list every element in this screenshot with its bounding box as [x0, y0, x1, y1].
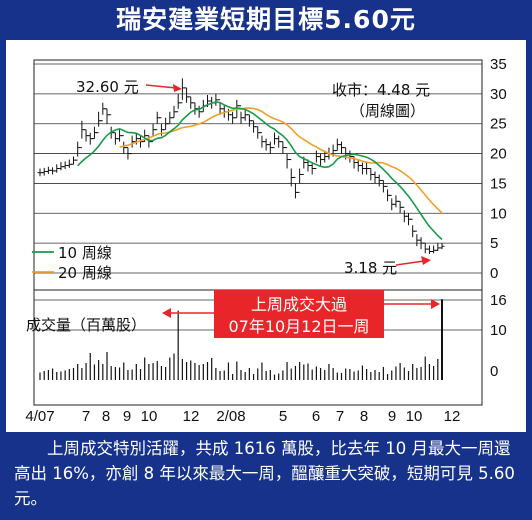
x-tick-label: 5	[279, 408, 287, 425]
price-tick-label: 10	[490, 205, 507, 222]
arrow-low	[395, 260, 425, 266]
volume-tick-label: 10	[490, 322, 507, 339]
callout-arrow-right-head	[431, 299, 440, 309]
arrow-high	[145, 84, 177, 89]
legend-label-ma20: 20 周線	[58, 264, 112, 282]
chart-caption: 上周成交特別活躍，共成 1616 萬股，比去年 10 月最大一周還高出 16%，…	[14, 439, 515, 508]
callout-box	[214, 290, 384, 338]
price-tick-label: 30	[490, 86, 507, 103]
price-tick-label: 35	[490, 56, 507, 73]
price-tick-label: 20	[490, 146, 507, 163]
price-tick-label: 0	[490, 265, 498, 282]
x-tick-label: 4/07	[25, 408, 54, 425]
annotation-close-info: 收市：4.48 元	[332, 81, 430, 99]
annotation-low-price: 3.18 元	[344, 259, 397, 277]
ma20-line	[119, 107, 443, 214]
price-tick-label: 25	[490, 116, 507, 133]
x-tick-label: 9	[123, 408, 131, 425]
x-tick-label: 8	[102, 408, 110, 425]
chart-title: 瑞安建業短期目標5.60元	[116, 5, 416, 34]
x-tick-label: 6	[312, 408, 320, 425]
chart-panel: 0 5 10 15 20 25 30 35 0 10 16 4/07 7 8 9 10 12 2/08 5 6 7 8 9 1…	[6, 40, 526, 432]
x-tick-label: 12	[183, 408, 200, 425]
x-tick-label: 10	[406, 408, 423, 425]
price-tick-label: 5	[490, 235, 498, 252]
x-tick-label: 7	[82, 408, 90, 425]
volume-axis-label: 成交量（百萬股）	[26, 316, 146, 334]
callout-line-2: 07年10月12日一周	[228, 317, 369, 336]
annotation-high-price: 32.60 元	[76, 78, 139, 96]
arrow-head-high	[173, 84, 182, 92]
x-tick-label: 9	[388, 408, 396, 425]
x-tick-label: 8	[360, 408, 368, 425]
x-tick-label: 2/08	[216, 408, 245, 425]
arrow-head-low	[421, 256, 431, 265]
x-tick-label: 7	[336, 408, 344, 425]
volume-tick-label: 0	[490, 363, 498, 380]
annotation-close-info-sub: （周線圖）	[350, 102, 425, 120]
plot-frame	[33, 59, 483, 406]
x-tick-label: 10	[141, 408, 158, 425]
legend-label-ma10: 10 周線	[58, 244, 112, 262]
x-tick-label: 12	[444, 408, 461, 425]
callout-line-1: 上周成交大過	[251, 295, 347, 314]
price-tick-label: 15	[490, 175, 507, 192]
ma10-line	[77, 101, 443, 241]
callout-arrow-left-head	[162, 308, 171, 318]
volume-tick-label: 16	[490, 292, 507, 309]
